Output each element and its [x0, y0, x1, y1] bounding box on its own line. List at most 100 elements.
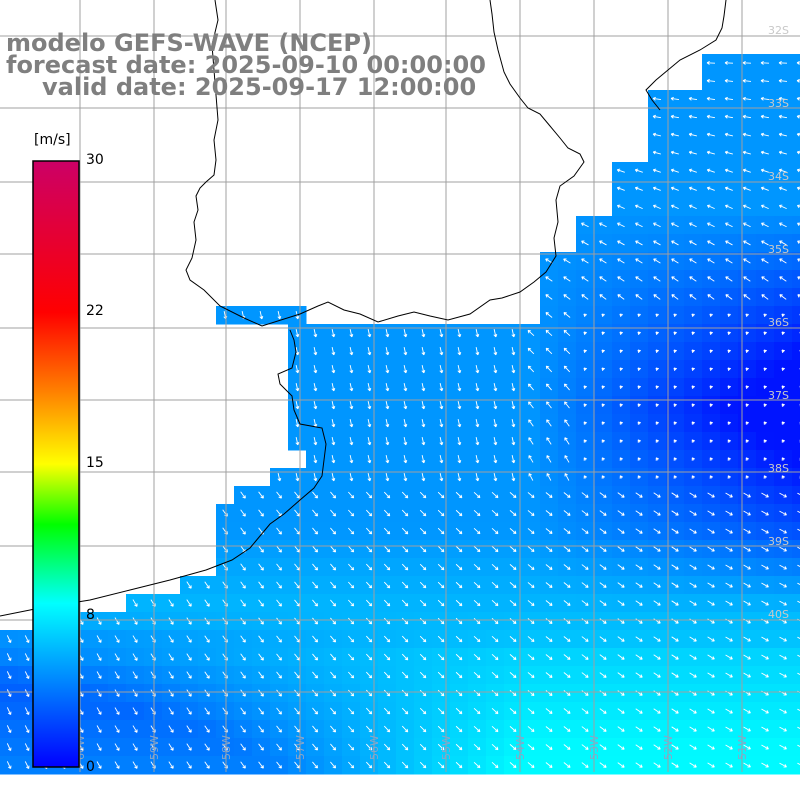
- wind-arrow: [691, 349, 695, 353]
- wind-arrow: [401, 581, 409, 589]
- wind-arrow: [653, 762, 661, 768]
- wind-arrow: [581, 546, 589, 552]
- wind-arrow: [401, 635, 409, 643]
- speed-cell: [792, 414, 800, 433]
- wind-arrow: [634, 168, 643, 173]
- wind-arrow: [168, 707, 174, 715]
- wind-arrow: [493, 346, 498, 356]
- wind-arrow: [725, 294, 733, 300]
- wind-arrow: [330, 707, 337, 715]
- speed-cell: [792, 396, 800, 415]
- wind-arrow: [383, 671, 391, 679]
- wind-arrow: [475, 382, 480, 392]
- wind-arrow: [671, 510, 679, 516]
- speed-cell: [792, 360, 800, 379]
- wind-arrow: [706, 96, 716, 101]
- wind-arrow: [545, 708, 553, 714]
- wind-arrow: [761, 654, 769, 660]
- wind-arrow: [688, 132, 697, 137]
- wind-arrow: [725, 564, 733, 570]
- wind-arrow: [186, 581, 192, 589]
- wind-arrow: [689, 510, 697, 516]
- wind-arrow: [545, 528, 553, 534]
- wind-arrow: [259, 310, 264, 320]
- wind-arrow: [797, 564, 800, 567]
- lon-label: 51W: [736, 735, 749, 760]
- lat-label: 34S: [768, 170, 789, 183]
- wind-arrow: [258, 563, 264, 571]
- wind-arrow: [743, 222, 751, 228]
- wind-arrow: [797, 654, 800, 657]
- wind-arrow: [670, 150, 679, 155]
- wind-arrow: [455, 581, 463, 589]
- wind-arrow: [779, 564, 787, 570]
- wind-arrow: [527, 329, 535, 336]
- wind-arrow: [652, 168, 661, 173]
- wind-arrow: [330, 743, 337, 751]
- wind-arrow: [6, 635, 12, 643]
- wind-arrow: [689, 492, 697, 498]
- wind-arrow: [258, 689, 264, 697]
- wind-arrow: [294, 527, 300, 535]
- wind-arrow: [797, 546, 800, 549]
- wind-arrow: [725, 744, 733, 750]
- wind-arrow: [727, 457, 732, 461]
- wind-arrow: [186, 671, 192, 679]
- wind-arrow: [401, 599, 409, 607]
- wind-arrow: [707, 258, 715, 264]
- wind-arrow: [114, 671, 120, 679]
- wind-arrow: [707, 294, 715, 300]
- wind-arrow: [276, 617, 282, 625]
- wind-arrow: [725, 492, 733, 498]
- wind-arrow: [437, 743, 445, 751]
- wind-arrow: [599, 582, 607, 588]
- wind-arrow: [655, 403, 660, 407]
- wind-arrow: [724, 204, 733, 210]
- wind-arrow: [491, 600, 499, 607]
- wind-arrow: [383, 599, 391, 607]
- wind-arrow: [779, 582, 787, 588]
- wind-arrow: [635, 708, 643, 714]
- wind-arrow: [742, 60, 752, 65]
- wind-arrow: [688, 96, 698, 101]
- wind-arrow: [671, 240, 679, 246]
- wind-arrow: [348, 509, 355, 517]
- wind-arrow: [545, 329, 553, 336]
- wind-arrow: [204, 617, 210, 625]
- wind-arrow: [727, 403, 732, 407]
- wind-arrow: [635, 240, 643, 246]
- wind-arrow: [688, 186, 697, 191]
- wind-arrow: [186, 761, 192, 769]
- wind-arrow: [419, 581, 427, 589]
- wind-arrow: [401, 491, 409, 499]
- wind-arrow: [240, 491, 246, 499]
- wind-arrow: [403, 346, 408, 356]
- wind-arrow: [689, 240, 697, 246]
- lon-label: 56W: [368, 735, 381, 760]
- wind-arrow: [778, 132, 787, 137]
- wind-arrow: [473, 671, 481, 679]
- wind-arrow: [312, 509, 318, 517]
- wind-arrow: [491, 636, 499, 643]
- wind-arrow: [383, 581, 391, 589]
- speed-cell: [792, 666, 800, 685]
- wind-arrow: [637, 385, 642, 389]
- wind-arrow: [330, 761, 337, 769]
- wind-arrow: [635, 582, 643, 588]
- wind-arrow: [583, 403, 588, 407]
- wind-arrow: [673, 313, 677, 318]
- wind-arrow: [455, 545, 463, 553]
- wind-arrow: [617, 222, 625, 228]
- wind-arrow: [493, 472, 498, 482]
- wind-arrow: [437, 599, 445, 607]
- wind-arrow: [671, 492, 679, 498]
- wind-arrow: [635, 726, 643, 732]
- wind-arrow: [527, 744, 535, 751]
- wind-arrow: [367, 454, 372, 464]
- wind-arrow: [511, 382, 516, 392]
- wind-arrow: [653, 744, 661, 750]
- wind-arrow: [437, 527, 445, 535]
- wind-arrow: [403, 400, 408, 410]
- wind-arrow: [742, 132, 751, 137]
- wind-arrow: [655, 475, 660, 479]
